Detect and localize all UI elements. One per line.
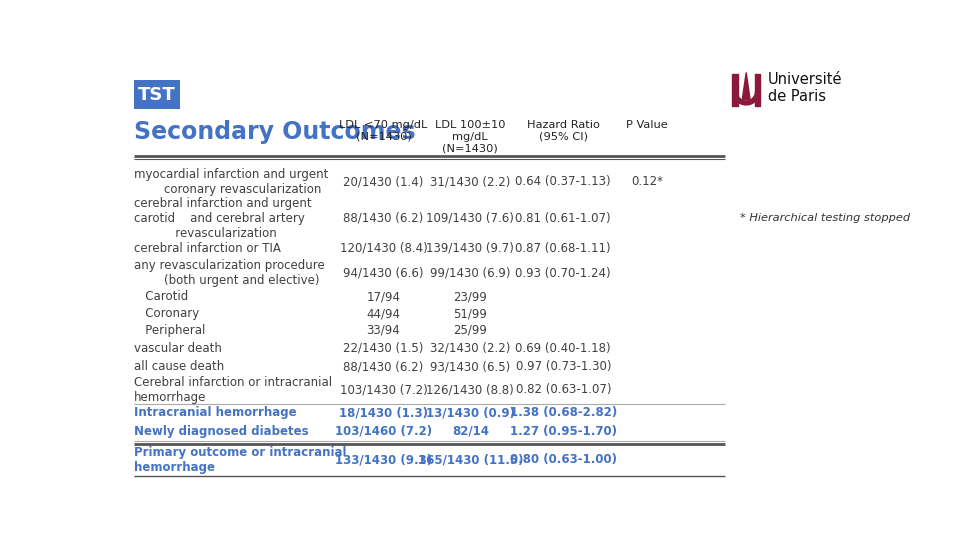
Text: 25/99: 25/99 [453, 324, 488, 337]
Text: 120/1430 (8.4): 120/1430 (8.4) [340, 241, 427, 254]
Text: 0.82 (0.63-1.07): 0.82 (0.63-1.07) [516, 383, 612, 396]
Text: any revascularization procedure
        (both urgent and elective): any revascularization procedure (both ur… [134, 260, 324, 287]
Text: 17/94: 17/94 [367, 290, 400, 303]
Text: Carotid: Carotid [134, 290, 188, 303]
Text: 99/1430 (6.9): 99/1430 (6.9) [430, 267, 511, 280]
Text: 31/1430 (2.2): 31/1430 (2.2) [430, 176, 511, 188]
Text: TST: TST [138, 86, 176, 104]
Text: 0.64 (0.37-1.13): 0.64 (0.37-1.13) [516, 176, 612, 188]
Text: 0.80 (0.63-1.00): 0.80 (0.63-1.00) [510, 453, 616, 467]
Text: 1.38 (0.68-2.82): 1.38 (0.68-2.82) [510, 406, 617, 420]
Text: Cerebral infarction or intracranial
hemorrhage: Cerebral infarction or intracranial hemo… [134, 376, 332, 404]
Text: 0.93 (0.70-1.24): 0.93 (0.70-1.24) [516, 267, 612, 280]
Text: Coronary: Coronary [134, 307, 200, 320]
Text: Newly diagnosed diabetes: Newly diagnosed diabetes [134, 425, 308, 438]
Text: 44/94: 44/94 [367, 307, 400, 320]
Text: P Value: P Value [626, 120, 668, 130]
Text: 94/1430 (6.6): 94/1430 (6.6) [344, 267, 423, 280]
FancyBboxPatch shape [134, 80, 180, 110]
Text: 20/1430 (1.4): 20/1430 (1.4) [344, 176, 423, 188]
Text: 51/99: 51/99 [453, 307, 488, 320]
Text: all cause death: all cause death [134, 360, 225, 373]
Text: 103/1460 (7.2): 103/1460 (7.2) [335, 425, 432, 438]
Text: Primary outcome or intracranial
hemorrhage: Primary outcome or intracranial hemorrha… [134, 446, 347, 474]
Text: 88/1430 (6.2): 88/1430 (6.2) [344, 212, 423, 225]
Text: 0.12*: 0.12* [631, 176, 663, 188]
Text: 133/1430 (9.3): 133/1430 (9.3) [335, 453, 432, 467]
Text: 1.27 (0.95-1.70): 1.27 (0.95-1.70) [510, 425, 616, 438]
Text: 13/1430 (0.9): 13/1430 (0.9) [426, 406, 515, 420]
Polygon shape [742, 72, 750, 99]
Text: vascular death: vascular death [134, 342, 222, 355]
Text: LDL <70 mg/dL
(N=1430): LDL <70 mg/dL (N=1430) [340, 120, 427, 142]
Text: 103/1430 (7.2): 103/1430 (7.2) [340, 383, 427, 396]
Text: cerebral infarction or TIA: cerebral infarction or TIA [134, 241, 281, 254]
Text: 93/1430 (6.5): 93/1430 (6.5) [430, 360, 511, 373]
Text: Peripheral: Peripheral [134, 324, 205, 337]
Text: 165/1430 (11.5): 165/1430 (11.5) [418, 453, 523, 467]
Text: 22/1430 (1.5): 22/1430 (1.5) [344, 342, 423, 355]
Text: 109/1430 (7.6): 109/1430 (7.6) [426, 212, 515, 225]
Text: cerebral infarction and urgent
carotid    and cerebral artery
           revascu: cerebral infarction and urgent carotid a… [134, 197, 312, 240]
Text: 126/1430 (8.8): 126/1430 (8.8) [426, 383, 515, 396]
Text: 82/14: 82/14 [452, 425, 489, 438]
Text: 32/1430 (2.2): 32/1430 (2.2) [430, 342, 511, 355]
Polygon shape [732, 92, 760, 106]
Text: 0.69 (0.40-1.18): 0.69 (0.40-1.18) [516, 342, 612, 355]
Text: 33/94: 33/94 [367, 324, 400, 337]
Text: 0.87 (0.68-1.11): 0.87 (0.68-1.11) [516, 241, 612, 254]
Text: 0.81 (0.61-1.07): 0.81 (0.61-1.07) [516, 212, 612, 225]
Text: 88/1430 (6.2): 88/1430 (6.2) [344, 360, 423, 373]
Text: 0.97 (0.73-1.30): 0.97 (0.73-1.30) [516, 360, 612, 373]
Text: Secondary Outcomes: Secondary Outcomes [134, 120, 416, 144]
Text: myocardial infarction and urgent
        coronary revascularization: myocardial infarction and urgent coronar… [134, 168, 328, 196]
Text: 139/1430 (9.7): 139/1430 (9.7) [426, 241, 515, 254]
Text: 18/1430 (1.3): 18/1430 (1.3) [339, 406, 428, 420]
Text: * Hierarchical testing stopped: * Hierarchical testing stopped [740, 213, 910, 223]
Text: Intracranial hemorrhage: Intracranial hemorrhage [134, 406, 297, 420]
Text: Hazard Ratio
(95% CI): Hazard Ratio (95% CI) [527, 120, 600, 142]
Text: Université
de Paris: Université de Paris [768, 72, 843, 104]
Text: 23/99: 23/99 [453, 290, 488, 303]
Text: LDL 100±10
mg/dL
(N=1430): LDL 100±10 mg/dL (N=1430) [435, 120, 506, 153]
